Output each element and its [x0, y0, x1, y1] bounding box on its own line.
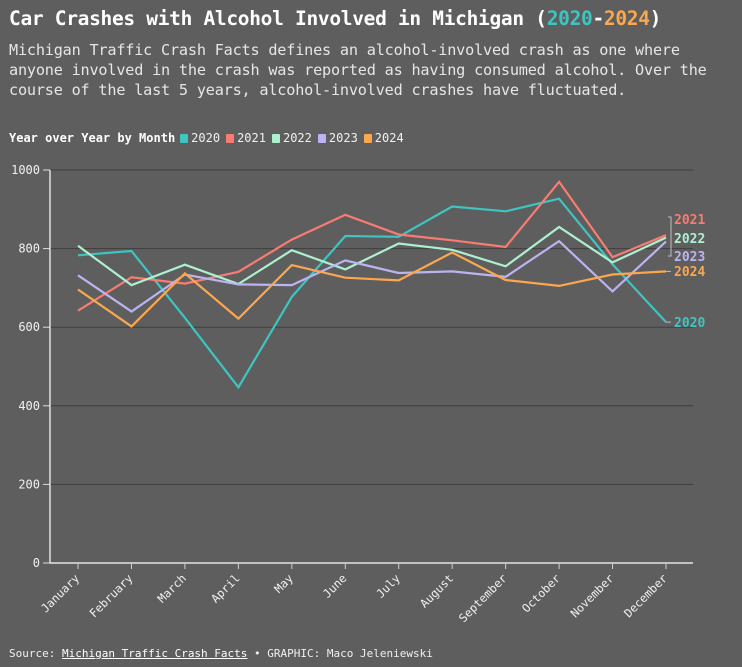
legend-item-2021: 2021 [226, 131, 266, 145]
x-tick-label: June [320, 571, 350, 601]
x-tick-label: February [87, 571, 136, 620]
x-tick-label: March [155, 571, 189, 605]
x-tick-label: November [568, 571, 617, 620]
legend-swatch-2024 [363, 133, 372, 143]
legend-swatch-2021 [226, 133, 235, 143]
end-label-2022: 2022 [674, 232, 705, 247]
gridlines [50, 169, 693, 485]
title-year-start: 2020 [546, 7, 593, 30]
legend-item-2024: 2024 [363, 131, 404, 145]
line-series-2020 [77, 197, 667, 390]
chart-title: Car Crashes with Alcohol Involved in Mic… [9, 7, 661, 30]
end-label-2023: 2023 [674, 250, 705, 265]
source-link[interactable]: Michigan Traffic Crash Facts [61, 647, 248, 660]
legend-label-2022: 2022 [282, 131, 312, 145]
series-lines [77, 179, 667, 390]
x-tick-label: October [519, 571, 563, 615]
end-label-2020: 2020 [674, 316, 705, 331]
legend-item-2023: 2023 [317, 131, 358, 145]
x-tick-label: January [38, 571, 82, 615]
y-axis: 0 200 400 600 800 1000 [11, 163, 51, 570]
y-tick-label: 200 [18, 477, 40, 491]
x-tick-label: August [417, 571, 456, 610]
legend: Year over Year by Month 2020 2021 2022 2… [9, 131, 410, 145]
title-suffix: ) [649, 7, 662, 30]
footer-separator: • [247, 647, 268, 660]
y-tick-label: 800 [18, 242, 40, 256]
x-tick-label: April [208, 571, 242, 605]
y-tick-label: 0 [33, 556, 40, 570]
y-tick-label: 1000 [11, 163, 40, 177]
x-tick-label: September [456, 571, 510, 625]
y-tick-label: 400 [18, 399, 40, 413]
x-tick-label: July [373, 571, 403, 601]
legend-label-2024: 2024 [374, 131, 404, 145]
title-dash: - [592, 7, 604, 30]
end-label-2021: 2021 [674, 213, 705, 228]
line-series-2023 [77, 239, 667, 313]
title-prefix: Car Crashes with Alcohol Involved in Mic… [9, 7, 547, 30]
legend-swatch-2022 [271, 133, 280, 143]
legend-title: Year over Year by Month [9, 131, 176, 145]
legend-item-2022: 2022 [271, 131, 312, 145]
title-year-end: 2024 [603, 7, 650, 30]
line-series-2024 [77, 251, 667, 328]
graphic-credit: GRAPHIC: Maco Jeleniewski [267, 647, 433, 660]
line-series-2022 [77, 225, 667, 287]
legend-item-2020: 2020 [180, 131, 220, 145]
legend-label-2020: 2020 [191, 131, 221, 145]
source-prefix: Source: [9, 647, 62, 660]
x-tick-label: May [271, 571, 296, 596]
y-tick-label: 600 [18, 320, 40, 334]
x-tick-label: December [621, 571, 670, 620]
label-bracket [668, 216, 672, 257]
legend-label-2021: 2021 [237, 131, 266, 145]
legend-label-2023: 2023 [328, 131, 358, 145]
footer: Source: Michigan Traffic Crash Facts • G… [9, 647, 433, 660]
chart-subtitle: Michigan Traffic Crash Facts defines an … [9, 41, 707, 99]
x-axis: January February March April May June July Augu… [38, 562, 693, 625]
end-label-2024: 2024 [674, 265, 705, 280]
legend-swatch-2023 [317, 133, 326, 143]
legend-swatch-2020 [180, 133, 189, 143]
